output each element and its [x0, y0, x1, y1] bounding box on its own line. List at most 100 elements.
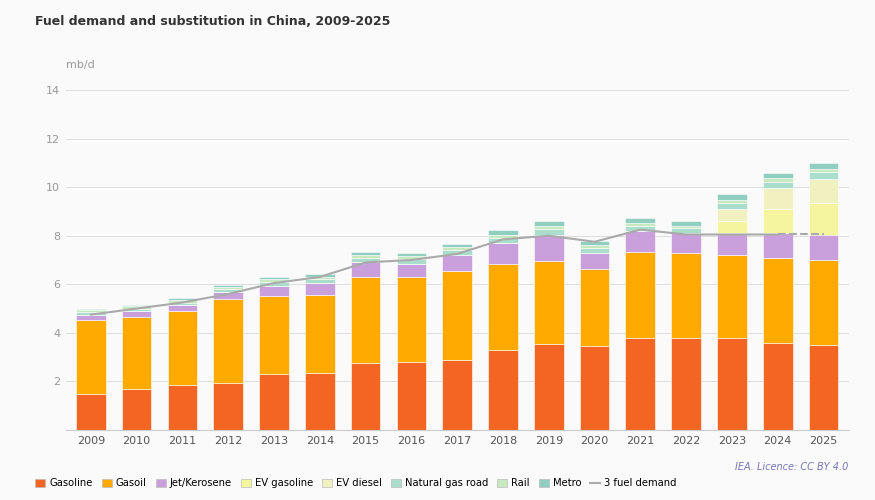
Bar	[442, 255, 472, 271]
Bar	[304, 276, 334, 280]
Bar	[488, 230, 518, 234]
Bar	[214, 299, 243, 382]
Bar	[396, 277, 426, 362]
Bar	[351, 254, 381, 258]
Bar	[718, 200, 747, 203]
Bar	[763, 342, 793, 430]
Bar	[442, 360, 472, 430]
Bar	[534, 222, 564, 226]
Bar	[808, 168, 838, 172]
Bar	[763, 234, 793, 258]
Bar	[580, 252, 610, 268]
Text: IEA. Licence: CC BY 4.0: IEA. Licence: CC BY 4.0	[735, 462, 849, 472]
Bar	[214, 382, 243, 430]
Bar	[351, 262, 381, 277]
Bar	[580, 246, 610, 248]
Bar	[351, 252, 381, 254]
Bar	[580, 248, 610, 252]
Text: mb/d: mb/d	[66, 60, 94, 70]
Bar	[626, 218, 655, 222]
Bar	[76, 312, 106, 314]
Bar	[626, 226, 655, 231]
Bar	[76, 320, 106, 394]
Bar	[442, 250, 472, 255]
Bar	[808, 203, 838, 234]
Bar	[534, 261, 564, 344]
Bar	[167, 385, 197, 430]
Bar	[167, 305, 197, 311]
Bar	[304, 274, 334, 276]
Bar	[122, 317, 151, 388]
Bar	[167, 302, 197, 305]
Bar	[626, 338, 655, 430]
Bar	[671, 220, 701, 226]
Bar	[214, 292, 243, 299]
Bar	[396, 260, 426, 264]
Bar	[808, 345, 838, 430]
Bar	[214, 286, 243, 289]
Bar	[442, 244, 472, 248]
Bar	[122, 306, 151, 308]
Bar	[259, 279, 289, 282]
Bar	[76, 394, 106, 430]
Bar	[259, 296, 289, 374]
Bar	[351, 363, 381, 430]
Bar	[718, 234, 747, 255]
Bar	[534, 229, 564, 234]
Bar	[351, 258, 381, 262]
Bar	[304, 373, 334, 430]
Bar	[534, 344, 564, 430]
Bar	[534, 234, 564, 261]
Bar	[259, 282, 289, 286]
Bar	[259, 374, 289, 430]
Bar	[671, 234, 701, 252]
Bar	[671, 226, 701, 228]
Bar	[167, 298, 197, 300]
Text: Fuel demand and substitution in China, 2009-2025: Fuel demand and substitution in China, 2…	[35, 15, 390, 28]
Bar	[763, 178, 793, 182]
Bar	[488, 234, 518, 238]
Legend: Gasoline, Gasoil, Jet/Kerosene, EV gasoline, EV diesel, Natural gas road, Rail, : Gasoline, Gasoil, Jet/Kerosene, EV gasol…	[31, 474, 681, 492]
Bar	[808, 164, 838, 168]
Bar	[626, 252, 655, 338]
Bar	[122, 305, 151, 306]
Bar	[763, 173, 793, 178]
Bar	[76, 308, 106, 310]
Bar	[718, 338, 747, 430]
Bar	[763, 258, 793, 342]
Bar	[167, 311, 197, 385]
Bar	[396, 253, 426, 256]
Bar	[351, 277, 381, 363]
Bar	[214, 285, 243, 286]
Bar	[488, 238, 518, 243]
Bar	[671, 228, 701, 234]
Bar	[763, 188, 793, 209]
Bar	[304, 295, 334, 373]
Bar	[808, 172, 838, 178]
Bar	[122, 311, 151, 317]
Bar	[671, 338, 701, 430]
Bar	[304, 280, 334, 283]
Bar	[122, 308, 151, 311]
Bar	[718, 255, 747, 338]
Bar	[763, 209, 793, 234]
Bar	[534, 226, 564, 229]
Bar	[580, 241, 610, 246]
Bar	[488, 243, 518, 264]
Bar	[488, 350, 518, 430]
Bar	[763, 182, 793, 188]
Bar	[76, 314, 106, 320]
Bar	[259, 286, 289, 296]
Bar	[488, 264, 518, 350]
Bar	[718, 194, 747, 200]
Bar	[626, 222, 655, 226]
Bar	[442, 248, 472, 250]
Bar	[396, 264, 426, 277]
Bar	[76, 310, 106, 312]
Bar	[396, 256, 426, 260]
Bar	[442, 271, 472, 360]
Bar	[396, 362, 426, 430]
Bar	[122, 388, 151, 430]
Bar	[718, 203, 747, 209]
Bar	[808, 178, 838, 203]
